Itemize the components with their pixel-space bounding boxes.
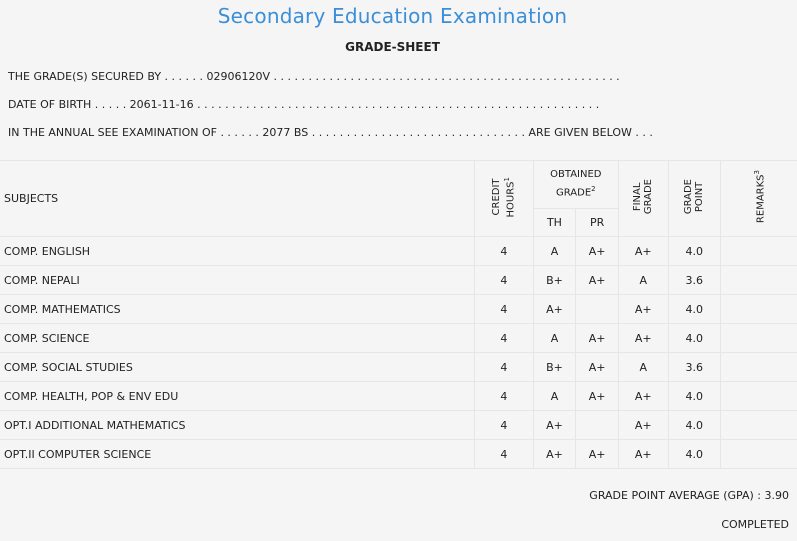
theory-grade-cell: A+ (532, 294, 576, 324)
grade-point-header: GRADE POINT (667, 160, 721, 237)
examination-line: IN THE ANNUAL SEE EXAMINATION OF . . . .… (8, 126, 653, 139)
remarks-cell (720, 410, 797, 440)
practical-grade-cell: A+ (575, 439, 619, 469)
final-grade-cell: A+ (618, 294, 669, 324)
theory-grade-cell: A+ (532, 439, 576, 469)
final-grade-cell: A (618, 265, 669, 295)
grade-point-cell: 4.0 (667, 323, 721, 353)
subject-cell: COMP. SCIENCE (0, 323, 475, 353)
grade-point-cell: 4.0 (667, 294, 721, 324)
date-of-birth-line: DATE OF BIRTH . . . . . 2061-11-16 . . .… (8, 98, 600, 111)
remarks-cell (720, 265, 797, 295)
subject-cell: COMP. HEALTH, POP & ENV EDU (0, 381, 475, 411)
remarks-cell (720, 236, 797, 266)
subject-cell: OPT.II COMPUTER SCIENCE (0, 439, 475, 469)
credit-hours-cell: 4 (474, 265, 534, 295)
final-grade-cell: A+ (618, 410, 669, 440)
remarks-cell (720, 294, 797, 324)
subject-cell: COMP. SOCIAL STUDIES (0, 352, 475, 382)
subject-cell: COMP. ENGLISH (0, 236, 475, 266)
practical-grade-cell (575, 294, 619, 324)
credit-hours-cell: 4 (474, 323, 534, 353)
practical-grade-cell: A+ (575, 381, 619, 411)
exam-title: Secondary Education Examination (217, 4, 568, 28)
theory-grade-cell: B+ (532, 265, 576, 295)
table-row: COMP. SCIENCE 4 A A+ A+ 4.0 (0, 323, 797, 353)
credit-hours-cell: 4 (474, 439, 534, 469)
grade-point-cell: 4.0 (667, 439, 721, 469)
final-grade-cell: A (618, 352, 669, 382)
table-row: COMP. HEALTH, POP & ENV EDU 4 A A+ A+ 4.0 (0, 381, 797, 411)
credit-hours-cell: 4 (474, 294, 534, 324)
subject-cell: COMP. MATHEMATICS (0, 294, 475, 324)
final-grade-cell: A+ (618, 381, 669, 411)
practical-header: PR (575, 208, 619, 237)
theory-header: TH (532, 208, 576, 237)
final-grade-cell: A+ (618, 439, 669, 469)
theory-grade-cell: A (532, 323, 576, 353)
final-grade-cell: A+ (618, 236, 669, 266)
practical-grade-cell (575, 410, 619, 440)
remarks-cell (720, 352, 797, 382)
grade-point-cell: 4.0 (667, 236, 721, 266)
theory-grade-cell: A (532, 381, 576, 411)
theory-grade-cell: A+ (532, 410, 576, 440)
table-row: COMP. ENGLISH 4 A A+ A+ 4.0 (0, 236, 797, 266)
secured-by-line: THE GRADE(S) SECURED BY . . . . . . 0290… (8, 70, 620, 83)
table-row: COMP. SOCIAL STUDIES 4 B+ A+ A 3.6 (0, 352, 797, 382)
theory-grade-cell: B+ (532, 352, 576, 382)
table-row: COMP. NEPALI 4 B+ A+ A 3.6 (0, 265, 797, 295)
subjects-header: SUBJECTS (0, 160, 475, 237)
theory-grade-cell: A (532, 236, 576, 266)
credit-hours-header: CREDIT HOURS1 (474, 160, 534, 237)
final-grade-cell: A+ (618, 323, 669, 353)
gpa-summary: GRADE POINT AVERAGE (GPA) : 3.90 (589, 489, 789, 502)
grade-point-cell: 4.0 (667, 381, 721, 411)
remarks-cell (720, 323, 797, 353)
remarks-cell (720, 381, 797, 411)
practical-grade-cell: A+ (575, 236, 619, 266)
grade-point-cell: 4.0 (667, 410, 721, 440)
grades-table: SUBJECTS CREDIT HOURS1 OBTAINED GRADE2 FIN… (0, 160, 797, 469)
result-status: COMPLETED (721, 518, 789, 531)
credit-hours-cell: 4 (474, 381, 534, 411)
obtained-grade-header: OBTAINED GRADE2 (532, 160, 619, 209)
final-grade-header: FINAL GRADE (618, 160, 669, 237)
table-row: OPT.I ADDITIONAL MATHEMATICS 4 A+ A+ 4.0 (0, 410, 797, 440)
remarks-cell (720, 439, 797, 469)
grade-sheet-title: GRADE-SHEET (345, 40, 440, 54)
table-row: OPT.II COMPUTER SCIENCE 4 A+ A+ A+ 4.0 (0, 439, 797, 469)
credit-hours-cell: 4 (474, 236, 534, 266)
practical-grade-cell: A+ (575, 323, 619, 353)
practical-grade-cell: A+ (575, 352, 619, 382)
credit-hours-cell: 4 (474, 410, 534, 440)
subject-cell: OPT.I ADDITIONAL MATHEMATICS (0, 410, 475, 440)
practical-grade-cell: A+ (575, 265, 619, 295)
remarks-header: REMARKS3 (720, 160, 797, 237)
subject-cell: COMP. NEPALI (0, 265, 475, 295)
credit-hours-cell: 4 (474, 352, 534, 382)
table-row: COMP. MATHEMATICS 4 A+ A+ 4.0 (0, 294, 797, 324)
grade-point-cell: 3.6 (667, 265, 721, 295)
grade-point-cell: 3.6 (667, 352, 721, 382)
